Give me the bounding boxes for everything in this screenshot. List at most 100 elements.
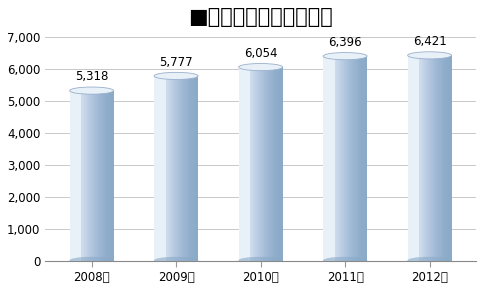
Bar: [451, 55, 452, 261]
Bar: [323, 56, 324, 261]
Bar: [331, 56, 332, 261]
Bar: [111, 91, 112, 261]
Bar: [443, 55, 444, 261]
Bar: [268, 67, 269, 261]
Bar: [420, 55, 421, 261]
Bar: [432, 55, 433, 261]
Ellipse shape: [323, 53, 367, 60]
Bar: [335, 56, 336, 261]
Bar: [360, 56, 361, 261]
Bar: [170, 76, 171, 261]
Bar: [158, 76, 159, 261]
Bar: [449, 55, 450, 261]
Bar: [408, 55, 409, 261]
Bar: [163, 76, 164, 261]
Bar: [421, 55, 422, 261]
Bar: [254, 67, 255, 261]
Bar: [343, 56, 344, 261]
Bar: [328, 56, 329, 261]
Bar: [425, 55, 426, 261]
Bar: [355, 56, 356, 261]
Bar: [436, 55, 437, 261]
Bar: [162, 76, 163, 261]
Bar: [154, 76, 155, 261]
Bar: [257, 67, 258, 261]
Bar: [250, 67, 251, 261]
Bar: [185, 76, 186, 261]
Bar: [189, 76, 190, 261]
Bar: [441, 55, 442, 261]
Bar: [186, 76, 187, 261]
Bar: [274, 67, 275, 261]
Bar: [103, 91, 104, 261]
Ellipse shape: [408, 52, 452, 59]
Bar: [171, 76, 172, 261]
Bar: [95, 91, 96, 261]
Bar: [364, 56, 365, 261]
Bar: [88, 91, 89, 261]
Bar: [197, 76, 198, 261]
Bar: [429, 55, 430, 261]
Bar: [410, 55, 411, 261]
Bar: [429, 55, 430, 261]
Bar: [239, 67, 240, 261]
Bar: [175, 76, 176, 261]
Bar: [187, 76, 188, 261]
Bar: [351, 56, 352, 261]
Bar: [112, 91, 113, 261]
Bar: [337, 56, 338, 261]
Bar: [262, 67, 263, 261]
Bar: [359, 56, 360, 261]
Bar: [157, 76, 158, 261]
Text: 6,396: 6,396: [328, 36, 362, 49]
Bar: [161, 76, 162, 261]
Bar: [358, 56, 359, 261]
Bar: [190, 76, 191, 261]
Bar: [195, 76, 196, 261]
Bar: [411, 55, 412, 261]
Bar: [265, 67, 266, 261]
Bar: [414, 55, 415, 261]
Bar: [159, 76, 160, 261]
Bar: [279, 67, 280, 261]
Bar: [156, 76, 157, 261]
Ellipse shape: [239, 257, 283, 264]
Bar: [74, 91, 75, 261]
Bar: [76, 91, 77, 261]
Bar: [263, 67, 264, 261]
Bar: [430, 55, 431, 261]
Ellipse shape: [70, 87, 114, 94]
Bar: [360, 56, 361, 261]
Bar: [101, 91, 102, 261]
Bar: [426, 55, 427, 261]
Bar: [182, 76, 183, 261]
Bar: [185, 76, 186, 261]
Bar: [87, 91, 88, 261]
Bar: [418, 55, 419, 261]
Bar: [243, 67, 244, 261]
Bar: [99, 91, 100, 261]
Bar: [362, 56, 363, 261]
Bar: [106, 91, 107, 261]
Bar: [96, 91, 97, 261]
Bar: [155, 76, 156, 261]
Bar: [264, 67, 265, 261]
Bar: [329, 56, 330, 261]
Bar: [95, 91, 96, 261]
Bar: [253, 67, 254, 261]
Bar: [164, 76, 165, 261]
Bar: [342, 56, 343, 261]
Bar: [266, 67, 267, 261]
Bar: [449, 55, 450, 261]
Text: 6,421: 6,421: [412, 35, 446, 48]
Bar: [177, 76, 178, 261]
Bar: [180, 76, 181, 261]
Bar: [184, 76, 185, 261]
Bar: [431, 55, 432, 261]
Bar: [419, 55, 420, 261]
Bar: [277, 67, 278, 261]
Bar: [166, 76, 167, 261]
Bar: [251, 67, 252, 261]
Bar: [415, 55, 416, 261]
Bar: [246, 67, 247, 261]
